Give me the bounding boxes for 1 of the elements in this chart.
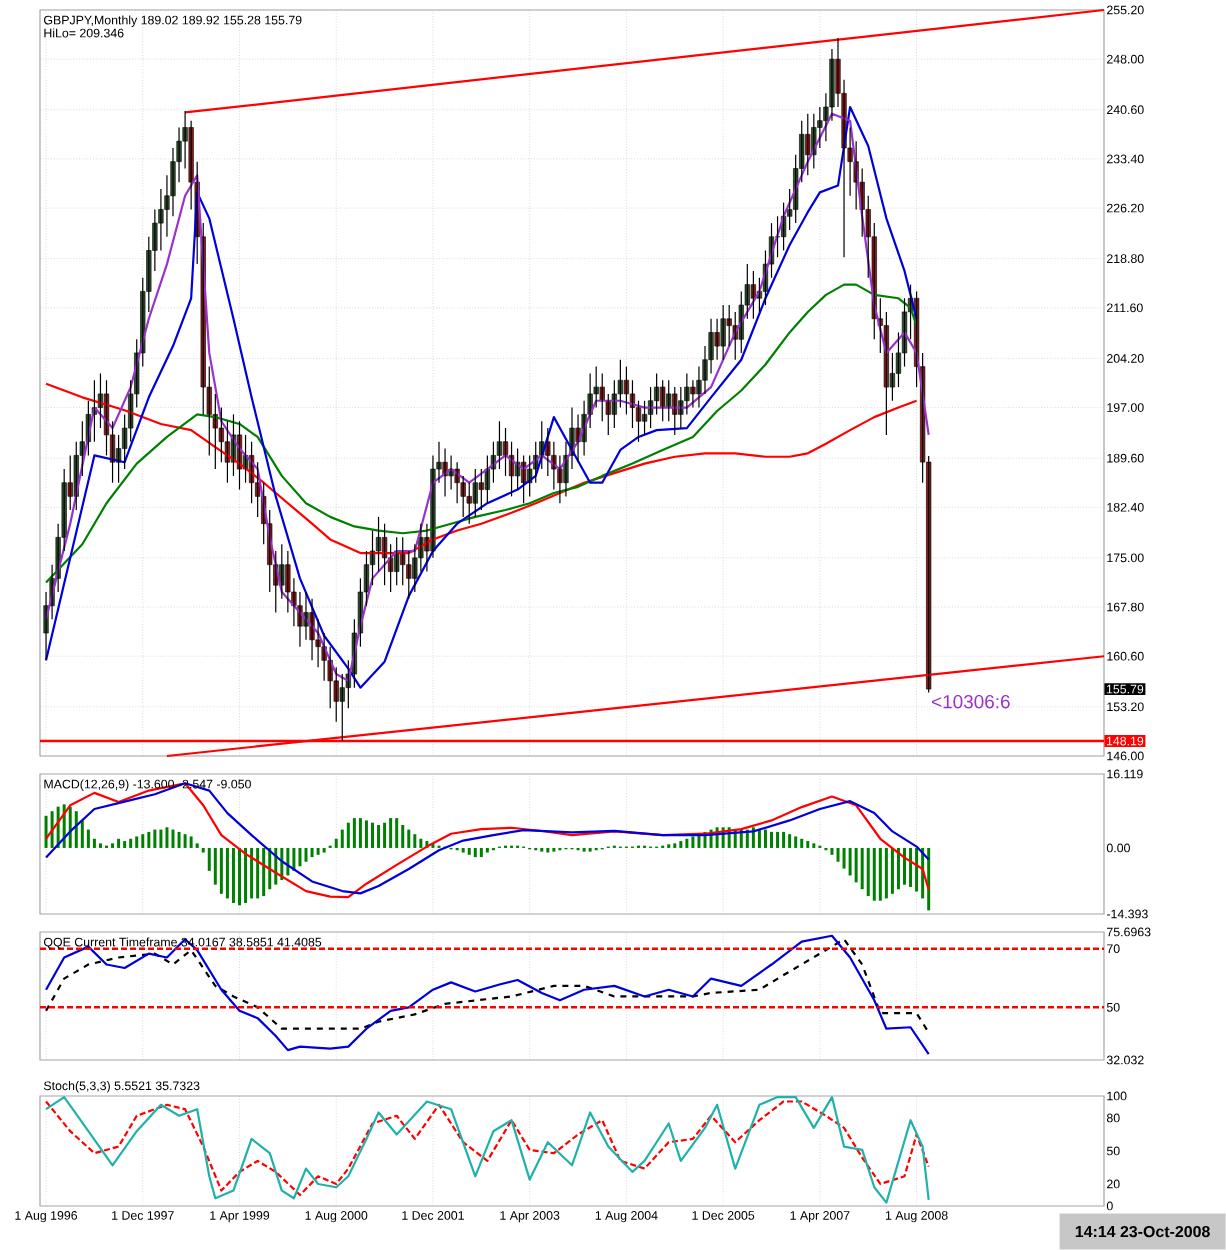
annotation: <10306:6 xyxy=(932,694,1010,709)
